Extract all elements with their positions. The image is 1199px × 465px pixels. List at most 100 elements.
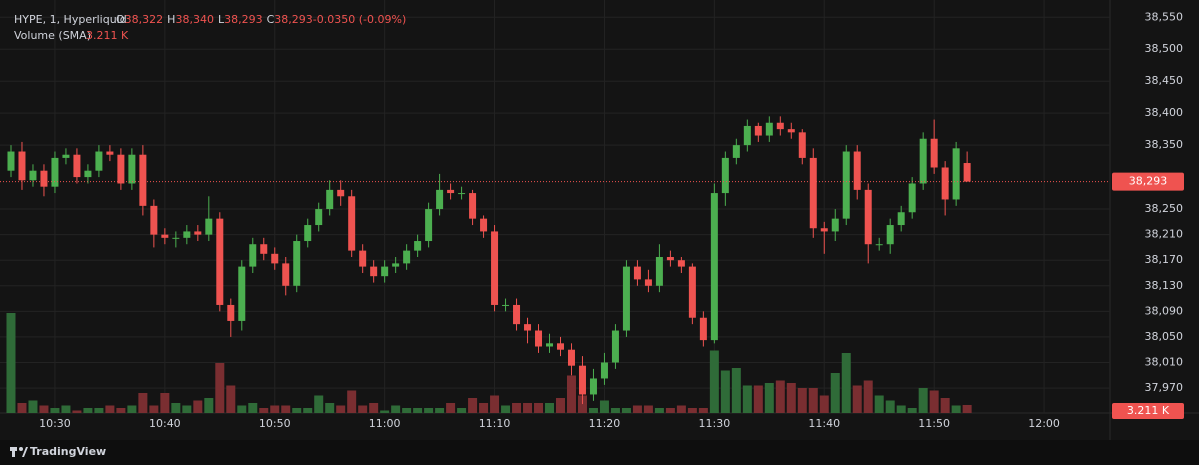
volume-bar: [830, 373, 840, 413]
volume-bar: [786, 383, 796, 413]
volume-bar: [435, 408, 445, 413]
volume-bar: [764, 383, 774, 413]
candle-body: [469, 193, 477, 219]
candle-body: [414, 241, 422, 251]
candle-body: [282, 263, 290, 286]
volume-bar: [534, 403, 544, 413]
legend-label: O: [116, 13, 125, 26]
candle-body: [809, 157, 817, 229]
candle-body: [84, 170, 92, 178]
volume-bar: [588, 408, 598, 413]
candle-body: [7, 151, 15, 171]
volume-bar: [446, 403, 456, 413]
candle-body: [73, 154, 81, 178]
volume-bar: [424, 408, 434, 413]
volume-bar: [819, 395, 829, 413]
volume-bar: [885, 400, 895, 413]
candle-body: [622, 266, 630, 331]
volume-bar: [621, 408, 631, 413]
volume-bar: [204, 398, 214, 413]
volume-bar: [17, 403, 27, 413]
volume-bar: [676, 405, 686, 413]
ohlc-legend: O38,322 H38,340 L38,293 C38,293-0.0350 (-0.…: [116, 13, 406, 26]
volume-bar: [841, 353, 851, 413]
candle-body: [194, 231, 202, 235]
candle-body: [699, 317, 707, 341]
y-tick-label: 38,450: [1145, 74, 1184, 87]
y-tick-label: 38,350: [1145, 138, 1184, 151]
candle-body: [370, 266, 378, 277]
candle-body: [644, 279, 652, 286]
volume-bar: [171, 403, 181, 413]
volume-bar: [94, 408, 104, 413]
candle-body: [249, 244, 257, 267]
x-tick-label: 10:40: [149, 417, 181, 430]
y-tick-label: 38,130: [1145, 279, 1184, 292]
legend-value: 38,293: [224, 13, 263, 26]
volume-bar: [413, 408, 423, 413]
candle-body: [941, 167, 949, 200]
y-tick-label: 38,500: [1145, 42, 1184, 55]
volume-bar: [72, 410, 82, 413]
volume-bar: [215, 363, 225, 413]
volume-bar: [753, 385, 763, 413]
x-tick-label: 11:30: [699, 417, 731, 430]
candle-body: [513, 304, 521, 325]
candle-body: [535, 330, 543, 347]
candle-body: [436, 189, 444, 210]
candle-body: [710, 193, 718, 341]
volume-bar: [731, 368, 741, 413]
volume-bar: [237, 405, 247, 413]
candle-body: [359, 250, 367, 267]
candle-body: [677, 260, 685, 267]
volume-bar: [566, 375, 576, 413]
chart-title: HYPE, 1, Hyperliquid: [14, 13, 127, 26]
volume-bar: [775, 380, 785, 413]
volume-bar: [512, 403, 522, 413]
candle-body: [754, 125, 762, 136]
candle-body: [304, 225, 312, 242]
candle-body: [831, 218, 839, 232]
volume-bar: [281, 405, 291, 413]
volume-bar: [325, 403, 335, 413]
volume-bar: [951, 405, 961, 413]
candle-body: [633, 266, 641, 280]
legend-value: 38,293: [274, 13, 313, 26]
candle-body: [392, 263, 400, 267]
volume-bar: [665, 408, 675, 413]
y-tick-label: 38,210: [1145, 228, 1184, 241]
volume-bar: [523, 403, 533, 413]
candle-body: [238, 266, 246, 321]
candle-body: [128, 154, 136, 184]
x-tick-label: 11:10: [479, 417, 511, 430]
candle-body: [897, 212, 905, 226]
volume-bar: [391, 405, 401, 413]
watermark-text: TradingView: [30, 445, 106, 458]
candle-body: [106, 151, 114, 155]
candle-body: [172, 237, 180, 239]
y-tick-label: 38,550: [1145, 10, 1184, 23]
volume-bar: [358, 405, 368, 413]
candle-body: [447, 189, 455, 194]
watermark: TradingView: [10, 445, 106, 458]
candle-body: [29, 170, 37, 181]
volume-bar: [962, 404, 972, 413]
candle-body: [655, 257, 663, 286]
candle-body: [611, 330, 619, 363]
legend-value: -0.0350 (-0.09%): [313, 13, 406, 26]
volume-bar: [347, 390, 357, 413]
candle-body: [864, 189, 872, 245]
price-badge-label: 38,293: [1129, 175, 1168, 188]
x-tick-label: 10:50: [259, 417, 291, 430]
legend-label: H: [167, 13, 175, 26]
candle-body: [381, 266, 389, 277]
candle-body: [161, 234, 169, 238]
volume-bar: [160, 393, 170, 413]
volume-bar: [116, 408, 126, 413]
volume-bar: [918, 388, 928, 413]
volume-bar: [577, 395, 587, 413]
x-tick-label: 11:20: [589, 417, 621, 430]
volume-bar: [742, 385, 752, 413]
legend: HYPE, 1, Hyperliquid O38,322 H38,340 L38,2…: [14, 13, 406, 42]
